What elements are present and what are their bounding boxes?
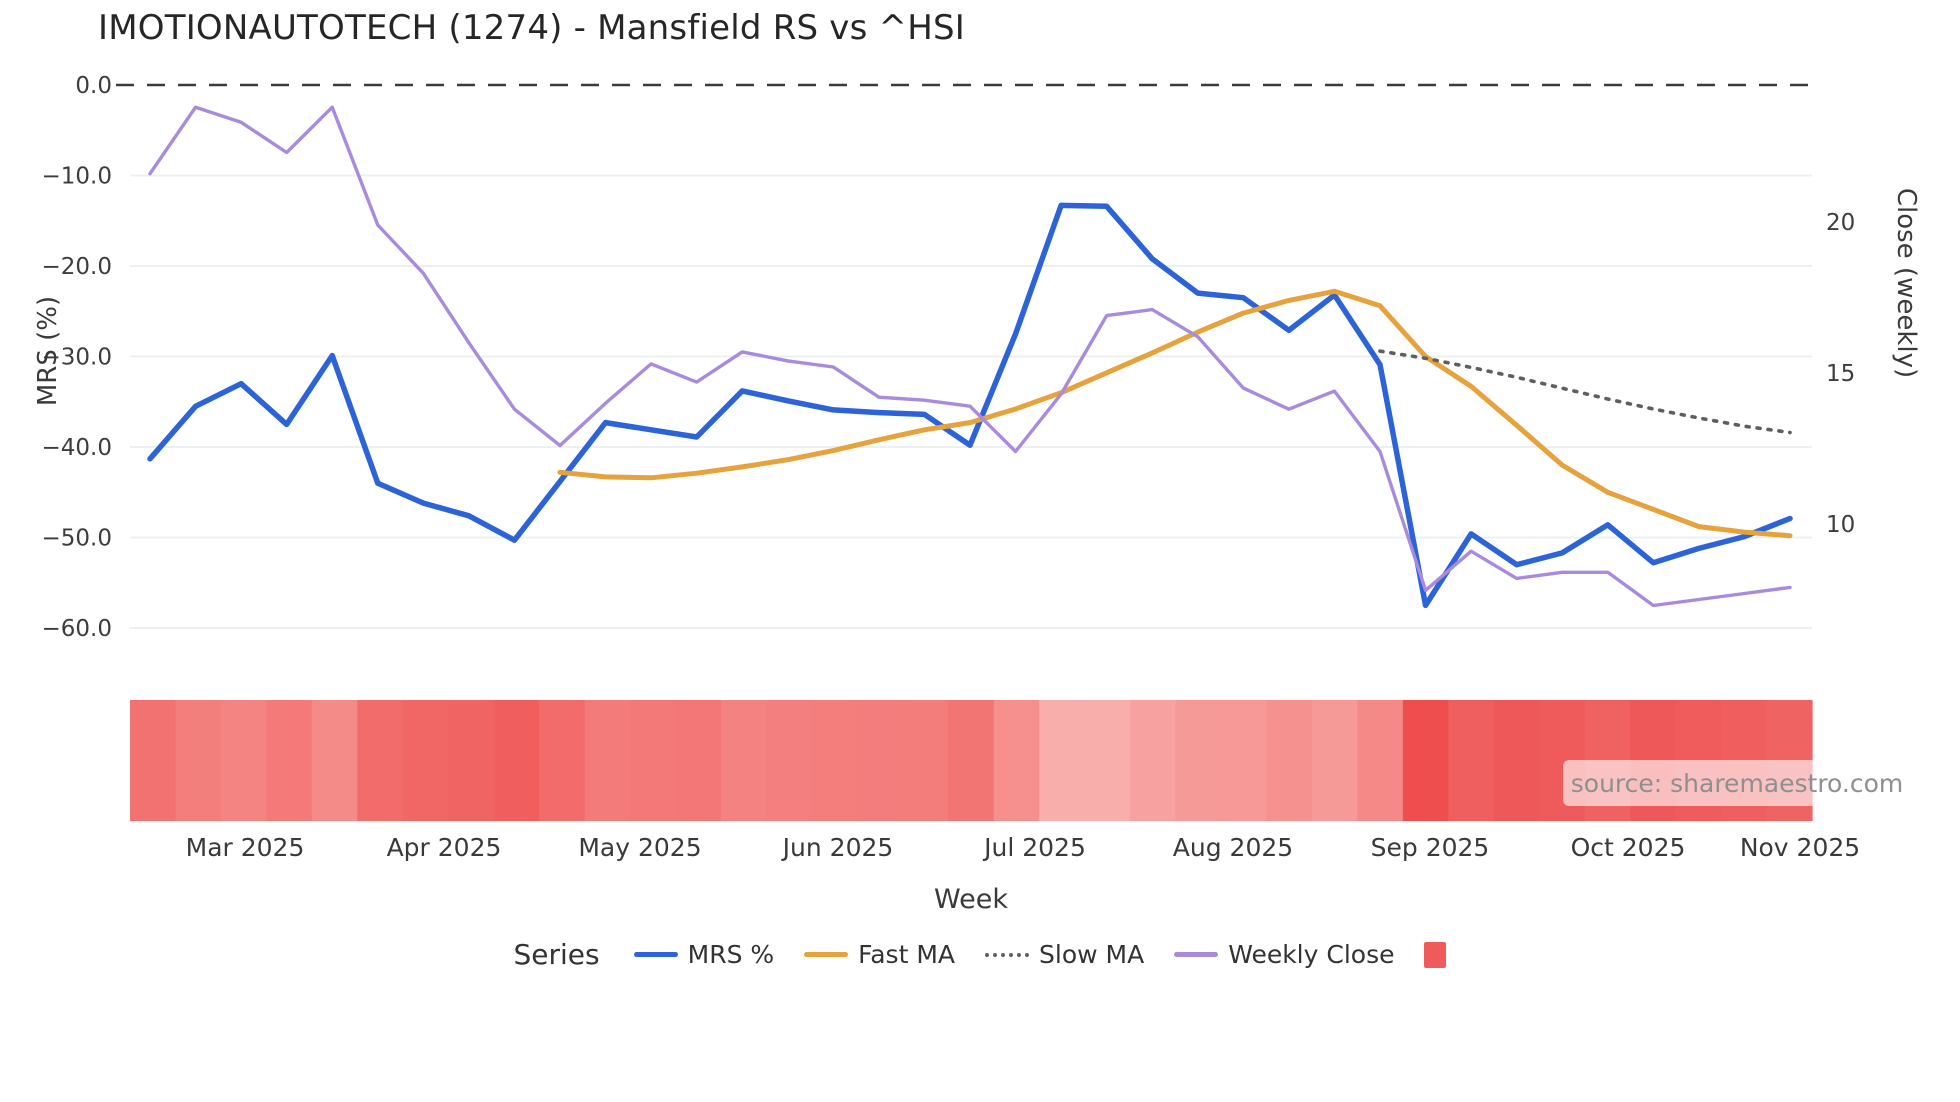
legend-item-heatmap[interactable] bbox=[1424, 941, 1447, 968]
left-tick-label: −50.0 bbox=[42, 526, 112, 552]
left-tick-label: 0.0 bbox=[75, 73, 112, 99]
legend-item-mrs-[interactable]: MRS % bbox=[633, 940, 775, 969]
right-tick-label: 15 bbox=[1826, 361, 1855, 387]
heatmap-cell bbox=[539, 700, 586, 821]
right-axis-title: Close (weekly) bbox=[1891, 187, 1921, 379]
right-tick-label: 10 bbox=[1826, 512, 1855, 538]
x-tick-label: Jun 2025 bbox=[781, 833, 894, 862]
x-tick-label: Aug 2025 bbox=[1173, 833, 1293, 862]
x-tick-label: Jul 2025 bbox=[982, 833, 1086, 862]
heatmap-cell bbox=[1084, 700, 1131, 821]
heatmap-cell bbox=[493, 700, 540, 821]
heatmap-cell bbox=[584, 700, 631, 821]
x-tick-label: May 2025 bbox=[578, 833, 701, 862]
x-axis-title: Week bbox=[934, 884, 1008, 915]
heatmap-cell bbox=[175, 700, 222, 821]
x-tick-label: Nov 2025 bbox=[1740, 833, 1860, 862]
heatmap-cell bbox=[1039, 700, 1086, 821]
heatmap-cell bbox=[948, 700, 995, 821]
series-slow-ma-line bbox=[1378, 349, 1792, 435]
x-tick-label: Sep 2025 bbox=[1371, 833, 1490, 862]
legend-item-weekly-close[interactable]: Weekly Close bbox=[1174, 940, 1394, 969]
heatmap-cell bbox=[130, 700, 177, 821]
x-tick-label: Oct 2025 bbox=[1571, 833, 1686, 862]
heatmap-cell bbox=[1311, 700, 1359, 821]
legend-item-label: Slow MA bbox=[1039, 940, 1145, 969]
heatmap-cell bbox=[857, 700, 904, 821]
heatmap-cell bbox=[1402, 700, 1449, 821]
heatmap-cell bbox=[402, 700, 449, 821]
x-tick-label: Apr 2025 bbox=[387, 833, 502, 862]
heatmap-cell bbox=[311, 700, 358, 821]
heatmap-cell bbox=[357, 700, 404, 821]
heatmap-cell bbox=[902, 700, 949, 821]
right-tick-label: 20 bbox=[1826, 210, 1855, 236]
line-swatch-icon bbox=[804, 952, 849, 957]
heatmap-cell bbox=[1448, 700, 1495, 821]
line-swatch-icon bbox=[985, 952, 1029, 957]
heatmap-cell bbox=[766, 700, 813, 821]
legend: Series MRS % Fast MA Slow MA Weekly Close bbox=[0, 938, 1960, 971]
series-weekly-close-line bbox=[148, 105, 1792, 608]
heatmap-swatch-icon bbox=[1424, 941, 1447, 968]
line-swatch-icon bbox=[1174, 952, 1219, 957]
left-tick-label: −40.0 bbox=[42, 435, 112, 461]
left-tick-label: −30.0 bbox=[42, 345, 112, 371]
chart-title: IMOTIONAUTOTECH (1274) - Mansfield RS vs… bbox=[98, 8, 966, 48]
line-swatch-icon bbox=[633, 952, 678, 957]
heatmap-cell bbox=[720, 700, 768, 821]
legend-item-slow-ma[interactable]: Slow MA bbox=[985, 940, 1144, 969]
legend-item-label: Weekly Close bbox=[1228, 940, 1395, 969]
legend-title: Series bbox=[513, 938, 600, 971]
heatmap-cell bbox=[675, 700, 722, 821]
heatmap-cell bbox=[1175, 700, 1222, 821]
heatmap-cell bbox=[266, 700, 313, 821]
heatmap-cell bbox=[448, 700, 495, 821]
left-tick-label: −10.0 bbox=[42, 164, 112, 190]
heatmap-cell bbox=[993, 700, 1040, 821]
heatmap-cell bbox=[1130, 700, 1177, 821]
left-axis-title: MRS (%) bbox=[33, 295, 63, 407]
heatmap-cell bbox=[220, 700, 267, 821]
x-tick-label: Mar 2025 bbox=[186, 833, 305, 862]
left-tick-label: −60.0 bbox=[42, 616, 112, 642]
heatmap-cell bbox=[1493, 700, 1540, 821]
heatmap-cell bbox=[1357, 700, 1404, 821]
heatmap-cell bbox=[811, 700, 858, 821]
heatmap-cell bbox=[630, 700, 677, 821]
series-fast-ma-line bbox=[557, 288, 1793, 539]
heatmap-cell bbox=[1221, 700, 1268, 821]
source-watermark: source: sharemaestro.com bbox=[1563, 760, 1911, 806]
heatmap-cell bbox=[1266, 700, 1313, 821]
legend-item-label: Fast MA bbox=[858, 940, 955, 969]
left-tick-label: −20.0 bbox=[42, 254, 112, 280]
legend-item-fast-ma[interactable]: Fast MA bbox=[804, 940, 955, 969]
legend-item-label: MRS % bbox=[687, 940, 775, 969]
series-mrs-line bbox=[147, 202, 1793, 609]
